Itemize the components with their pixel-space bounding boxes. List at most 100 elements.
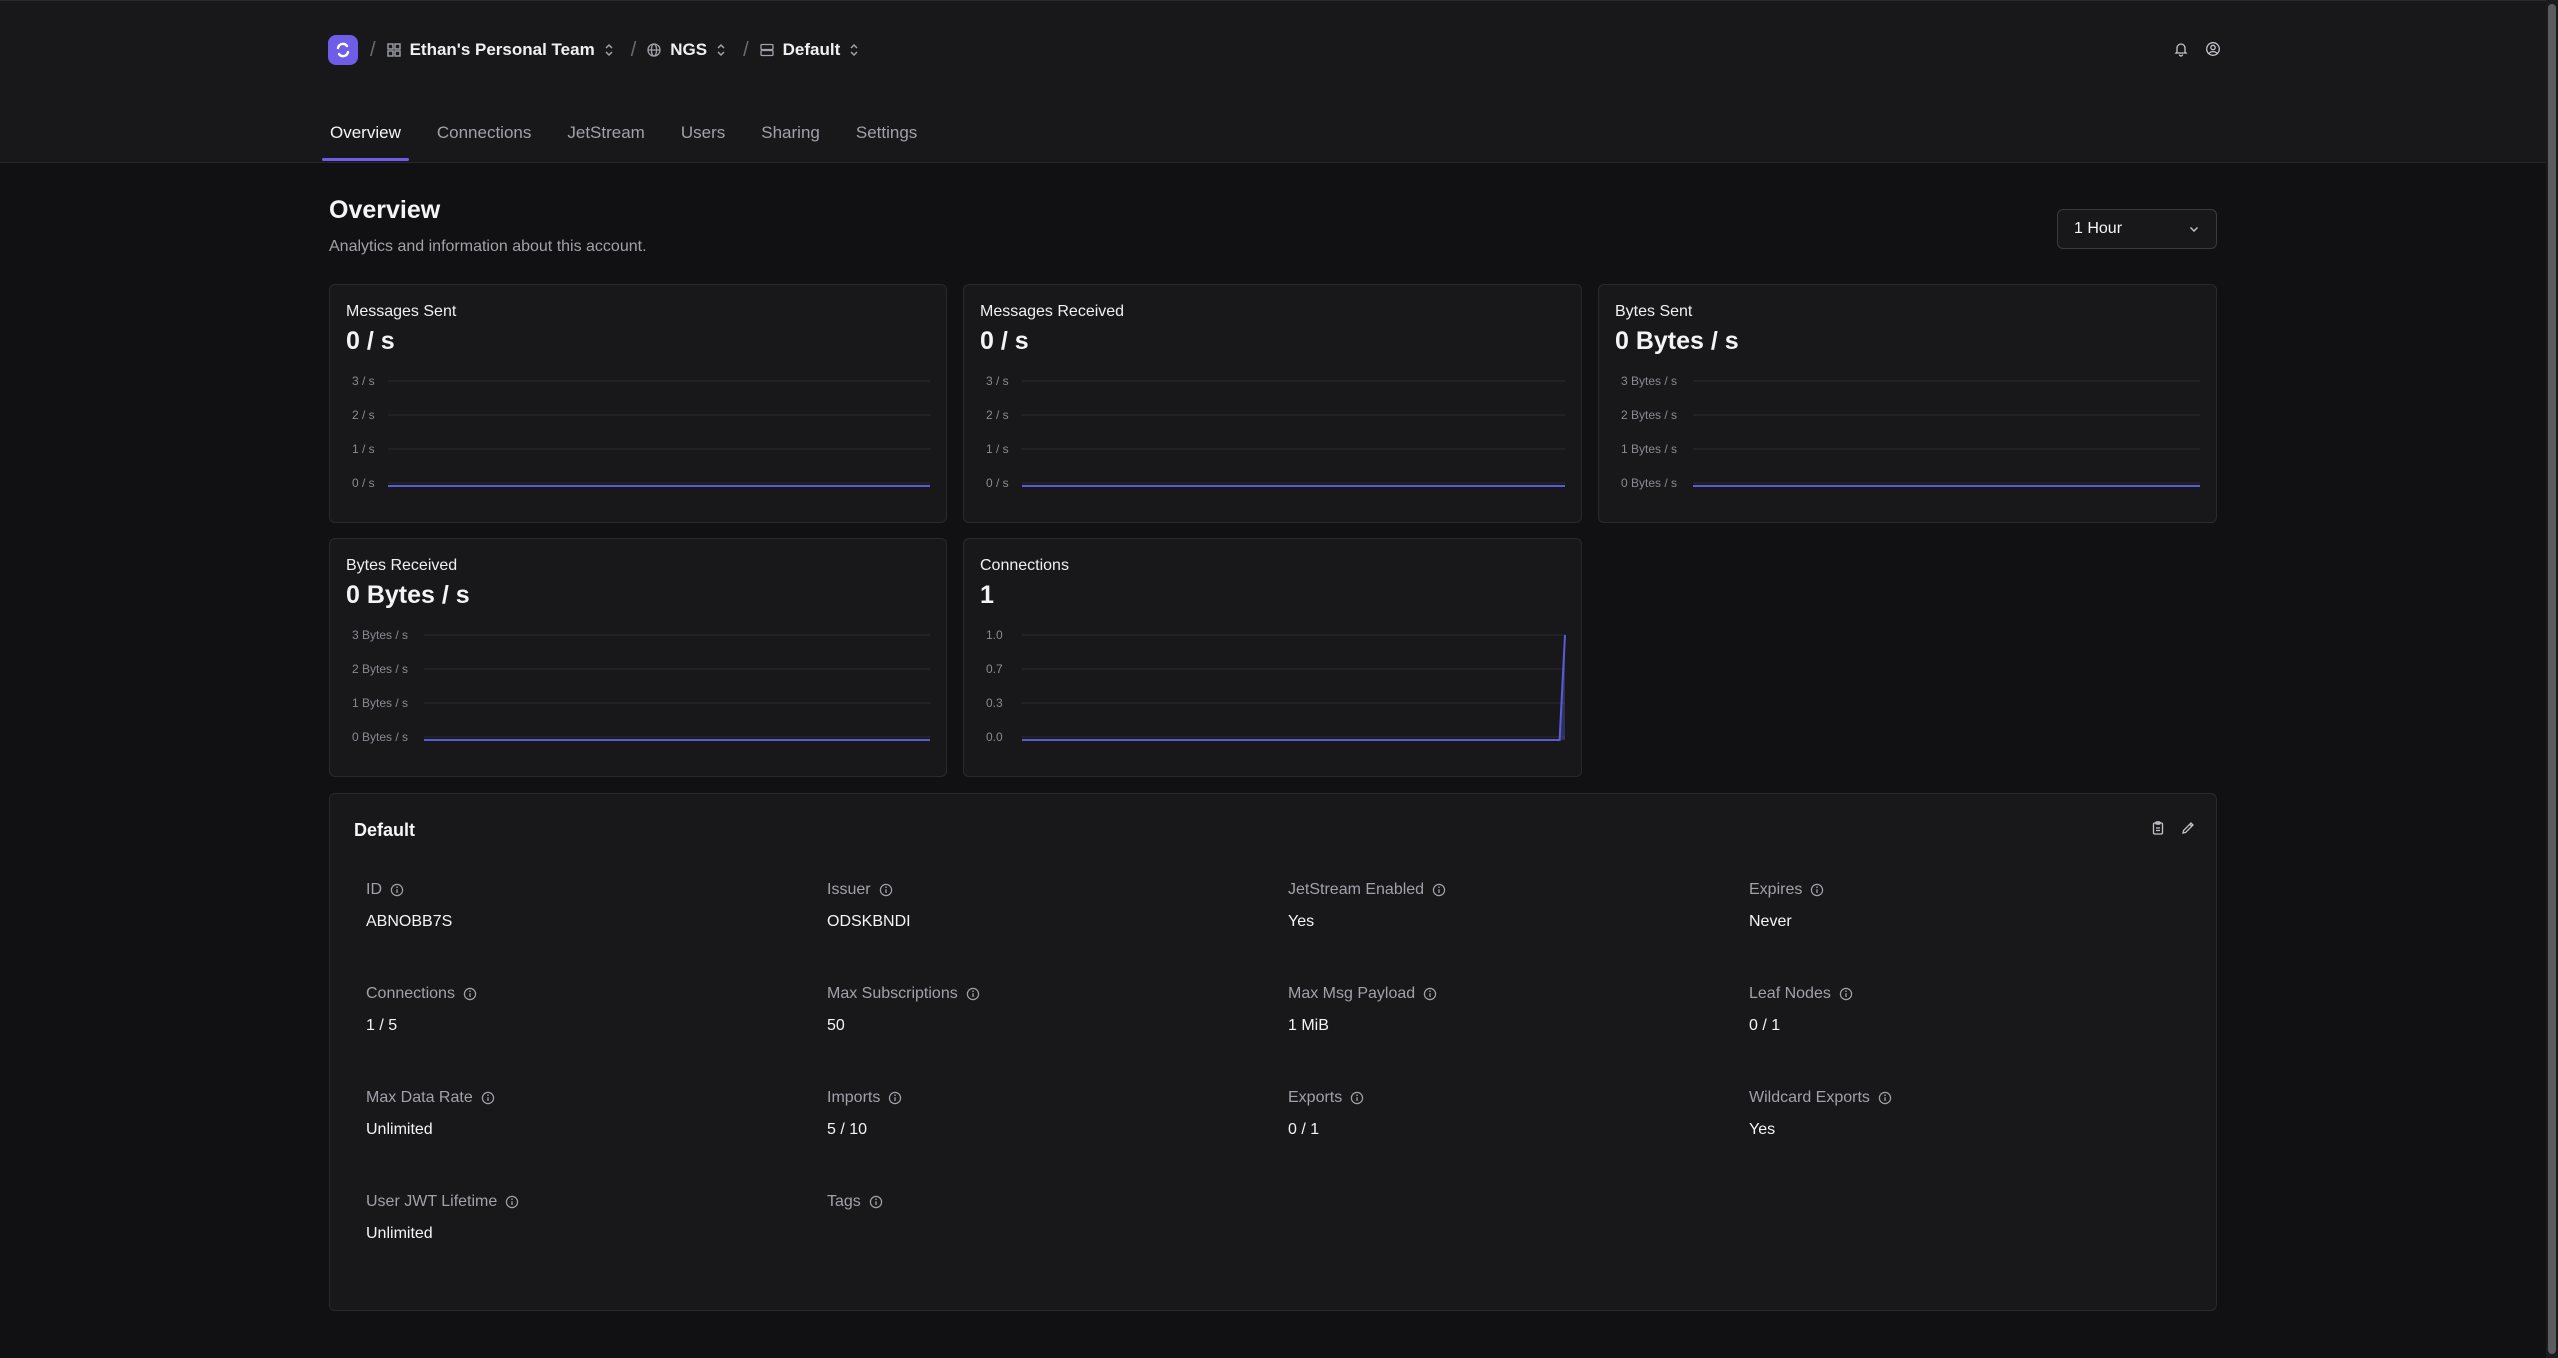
clipboard-icon[interactable] bbox=[2150, 820, 2166, 841]
system-name: NGS bbox=[670, 40, 708, 59]
card-connections: Connections 1 1.0 0.7 0.3 0.0 bbox=[963, 538, 1582, 777]
detail-field: User JWT Lifetime Unlimited bbox=[366, 1193, 786, 1243]
tab-users[interactable]: Users bbox=[680, 123, 726, 142]
detail-field: Connections 1 / 5 bbox=[366, 985, 786, 1035]
tab-connections[interactable]: Connections bbox=[436, 123, 532, 142]
time-range-select[interactable]: 1 Hour bbox=[2057, 209, 2217, 249]
field-value-exports: 0 / 1 bbox=[1288, 1121, 1320, 1138]
bell-icon[interactable] bbox=[2170, 38, 2192, 60]
account-details-panel: Default ID ABNOBB7S Issuer ODSKBNDI JetStrea… bbox=[329, 793, 2217, 1311]
field-label-text: Leaf Nodes bbox=[1749, 985, 1831, 1002]
detail-field: JetStream Enabled Yes bbox=[1288, 881, 1708, 931]
info-icon[interactable] bbox=[1810, 883, 1824, 897]
field-label-tags: Tags bbox=[827, 1193, 1247, 1211]
scrollbar-thumb[interactable] bbox=[2548, 4, 2556, 1354]
tab-jetstream[interactable]: JetStream bbox=[567, 123, 645, 142]
info-icon[interactable] bbox=[879, 883, 893, 897]
logo-icon bbox=[336, 42, 350, 58]
card-label: Messages Received bbox=[980, 303, 1125, 320]
info-icon[interactable] bbox=[869, 1195, 883, 1209]
field-label-jetstream-enabled: JetStream Enabled bbox=[1288, 881, 1708, 899]
y-tick-label: 3 / s bbox=[986, 375, 1009, 388]
y-tick-label: 1 / s bbox=[352, 442, 375, 456]
field-label-text: User JWT Lifetime bbox=[366, 1193, 498, 1210]
y-tick-label: 2 / s bbox=[986, 408, 1009, 422]
info-icon[interactable] bbox=[966, 987, 980, 1001]
y-tick-label: 1 Bytes / s bbox=[1621, 442, 1677, 456]
field-label-imports: Imports bbox=[827, 1089, 1247, 1107]
info-icon[interactable] bbox=[1350, 1091, 1364, 1105]
account-name: Default bbox=[782, 40, 841, 59]
pencil-icon[interactable] bbox=[2180, 820, 2196, 841]
info-icon[interactable] bbox=[1839, 987, 1853, 1001]
detail-field: Leaf Nodes 0 / 1 bbox=[1749, 985, 2169, 1035]
field-label-wildcard-exports: Wildcard Exports bbox=[1749, 1089, 2169, 1107]
detail-field: Max Msg Payload 1 MiB bbox=[1288, 985, 1708, 1035]
top-bar bbox=[0, 0, 2546, 163]
field-label-text: ID bbox=[366, 881, 382, 898]
top-actions bbox=[2170, 38, 2224, 60]
card-value: 0 Bytes / s bbox=[346, 581, 470, 609]
y-tick-label: 3 Bytes / s bbox=[352, 629, 408, 642]
card-value: 0 / s bbox=[980, 327, 1029, 355]
y-tick-label: 3 Bytes / s bbox=[1621, 375, 1677, 388]
field-label-text: Imports bbox=[827, 1089, 881, 1106]
card-value: 0 / s bbox=[346, 327, 395, 355]
card-bytes-received: Bytes Received 0 Bytes / s 3 Bytes / s 2 … bbox=[329, 538, 947, 777]
detail-field: Tags bbox=[827, 1193, 1247, 1225]
field-value-connections: 1 / 5 bbox=[366, 1017, 398, 1034]
chevron-up-down-icon bbox=[717, 43, 725, 57]
field-label-text: Exports bbox=[1288, 1089, 1343, 1106]
server-icon bbox=[760, 43, 774, 57]
info-icon[interactable] bbox=[1878, 1091, 1892, 1105]
info-icon[interactable] bbox=[1423, 987, 1437, 1001]
info-icon[interactable] bbox=[390, 883, 404, 897]
field-label-text: Issuer bbox=[827, 881, 871, 898]
detail-field: Exports 0 / 1 bbox=[1288, 1089, 1708, 1139]
tab-settings[interactable]: Settings bbox=[855, 123, 918, 142]
y-tick-label: 2 Bytes / s bbox=[1621, 408, 1677, 422]
globe-icon bbox=[647, 43, 661, 57]
info-icon[interactable] bbox=[505, 1195, 519, 1209]
details-actions bbox=[2150, 820, 2196, 841]
tab-overview[interactable]: Overview bbox=[322, 112, 409, 161]
field-label-text: Wildcard Exports bbox=[1749, 1089, 1870, 1106]
team-switcher[interactable]: Ethan's Personal Team bbox=[386, 40, 615, 60]
field-label-text: Expires bbox=[1749, 881, 1803, 898]
y-tick-label: 0 Bytes / s bbox=[1621, 476, 1677, 490]
card-messages-sent: Messages Sent 0 / s 3 / s 2 / s 1 / s 0 / s bbox=[329, 284, 947, 523]
scrollbar[interactable] bbox=[2546, 0, 2558, 1358]
chevron-up-down-icon bbox=[605, 43, 613, 57]
field-label-max-msg-payload: Max Msg Payload bbox=[1288, 985, 1708, 1003]
y-tick-label: 0 / s bbox=[352, 476, 375, 490]
card-label: Bytes Sent bbox=[1615, 303, 1693, 320]
y-tick-label: 0.3 bbox=[986, 696, 1003, 710]
system-switcher[interactable]: NGS bbox=[646, 40, 727, 60]
messages-sent-chart: 3 / s 2 / s 1 / s 0 / s bbox=[352, 375, 930, 490]
field-label-expires: Expires bbox=[1749, 881, 2169, 899]
account-switcher[interactable]: Default bbox=[759, 40, 861, 60]
series-line bbox=[1022, 634, 1566, 741]
details-title: Default bbox=[354, 820, 416, 840]
info-icon[interactable] bbox=[888, 1091, 902, 1105]
card-bytes-sent: Bytes Sent 0 Bytes / s 3 Bytes / s 2 Byte… bbox=[1598, 284, 2217, 523]
field-value-max-msg-payload: 1 MiB bbox=[1288, 1017, 1329, 1034]
field-label-max-subscriptions: Max Subscriptions bbox=[827, 985, 1247, 1003]
y-tick-label: 0 / s bbox=[986, 476, 1009, 490]
tab-sharing[interactable]: Sharing bbox=[761, 123, 820, 142]
info-icon[interactable] bbox=[1432, 883, 1446, 897]
user-circle-icon[interactable] bbox=[2202, 38, 2224, 60]
field-label-text: Max Subscriptions bbox=[827, 985, 958, 1002]
card-value: 1 bbox=[980, 581, 994, 609]
bytes-received-chart: 3 Bytes / s 2 Bytes / s 1 Bytes / s 0 Bytes… bbox=[352, 629, 930, 744]
detail-field: Expires Never bbox=[1749, 881, 2169, 931]
app-logo[interactable] bbox=[328, 35, 358, 65]
team-name: Ethan's Personal Team bbox=[409, 40, 595, 59]
page-title: Overview bbox=[329, 196, 441, 224]
card-messages-received: Messages Received 0 / s 3 / s 2 / s 1 / s 0… bbox=[963, 284, 1582, 523]
field-label-leaf-nodes: Leaf Nodes bbox=[1749, 985, 2169, 1003]
grid-icon bbox=[386, 43, 401, 57]
info-icon[interactable] bbox=[463, 987, 477, 1001]
info-icon[interactable] bbox=[481, 1091, 495, 1105]
messages-received-chart: 3 / s 2 / s 1 / s 0 / s bbox=[986, 375, 1565, 490]
